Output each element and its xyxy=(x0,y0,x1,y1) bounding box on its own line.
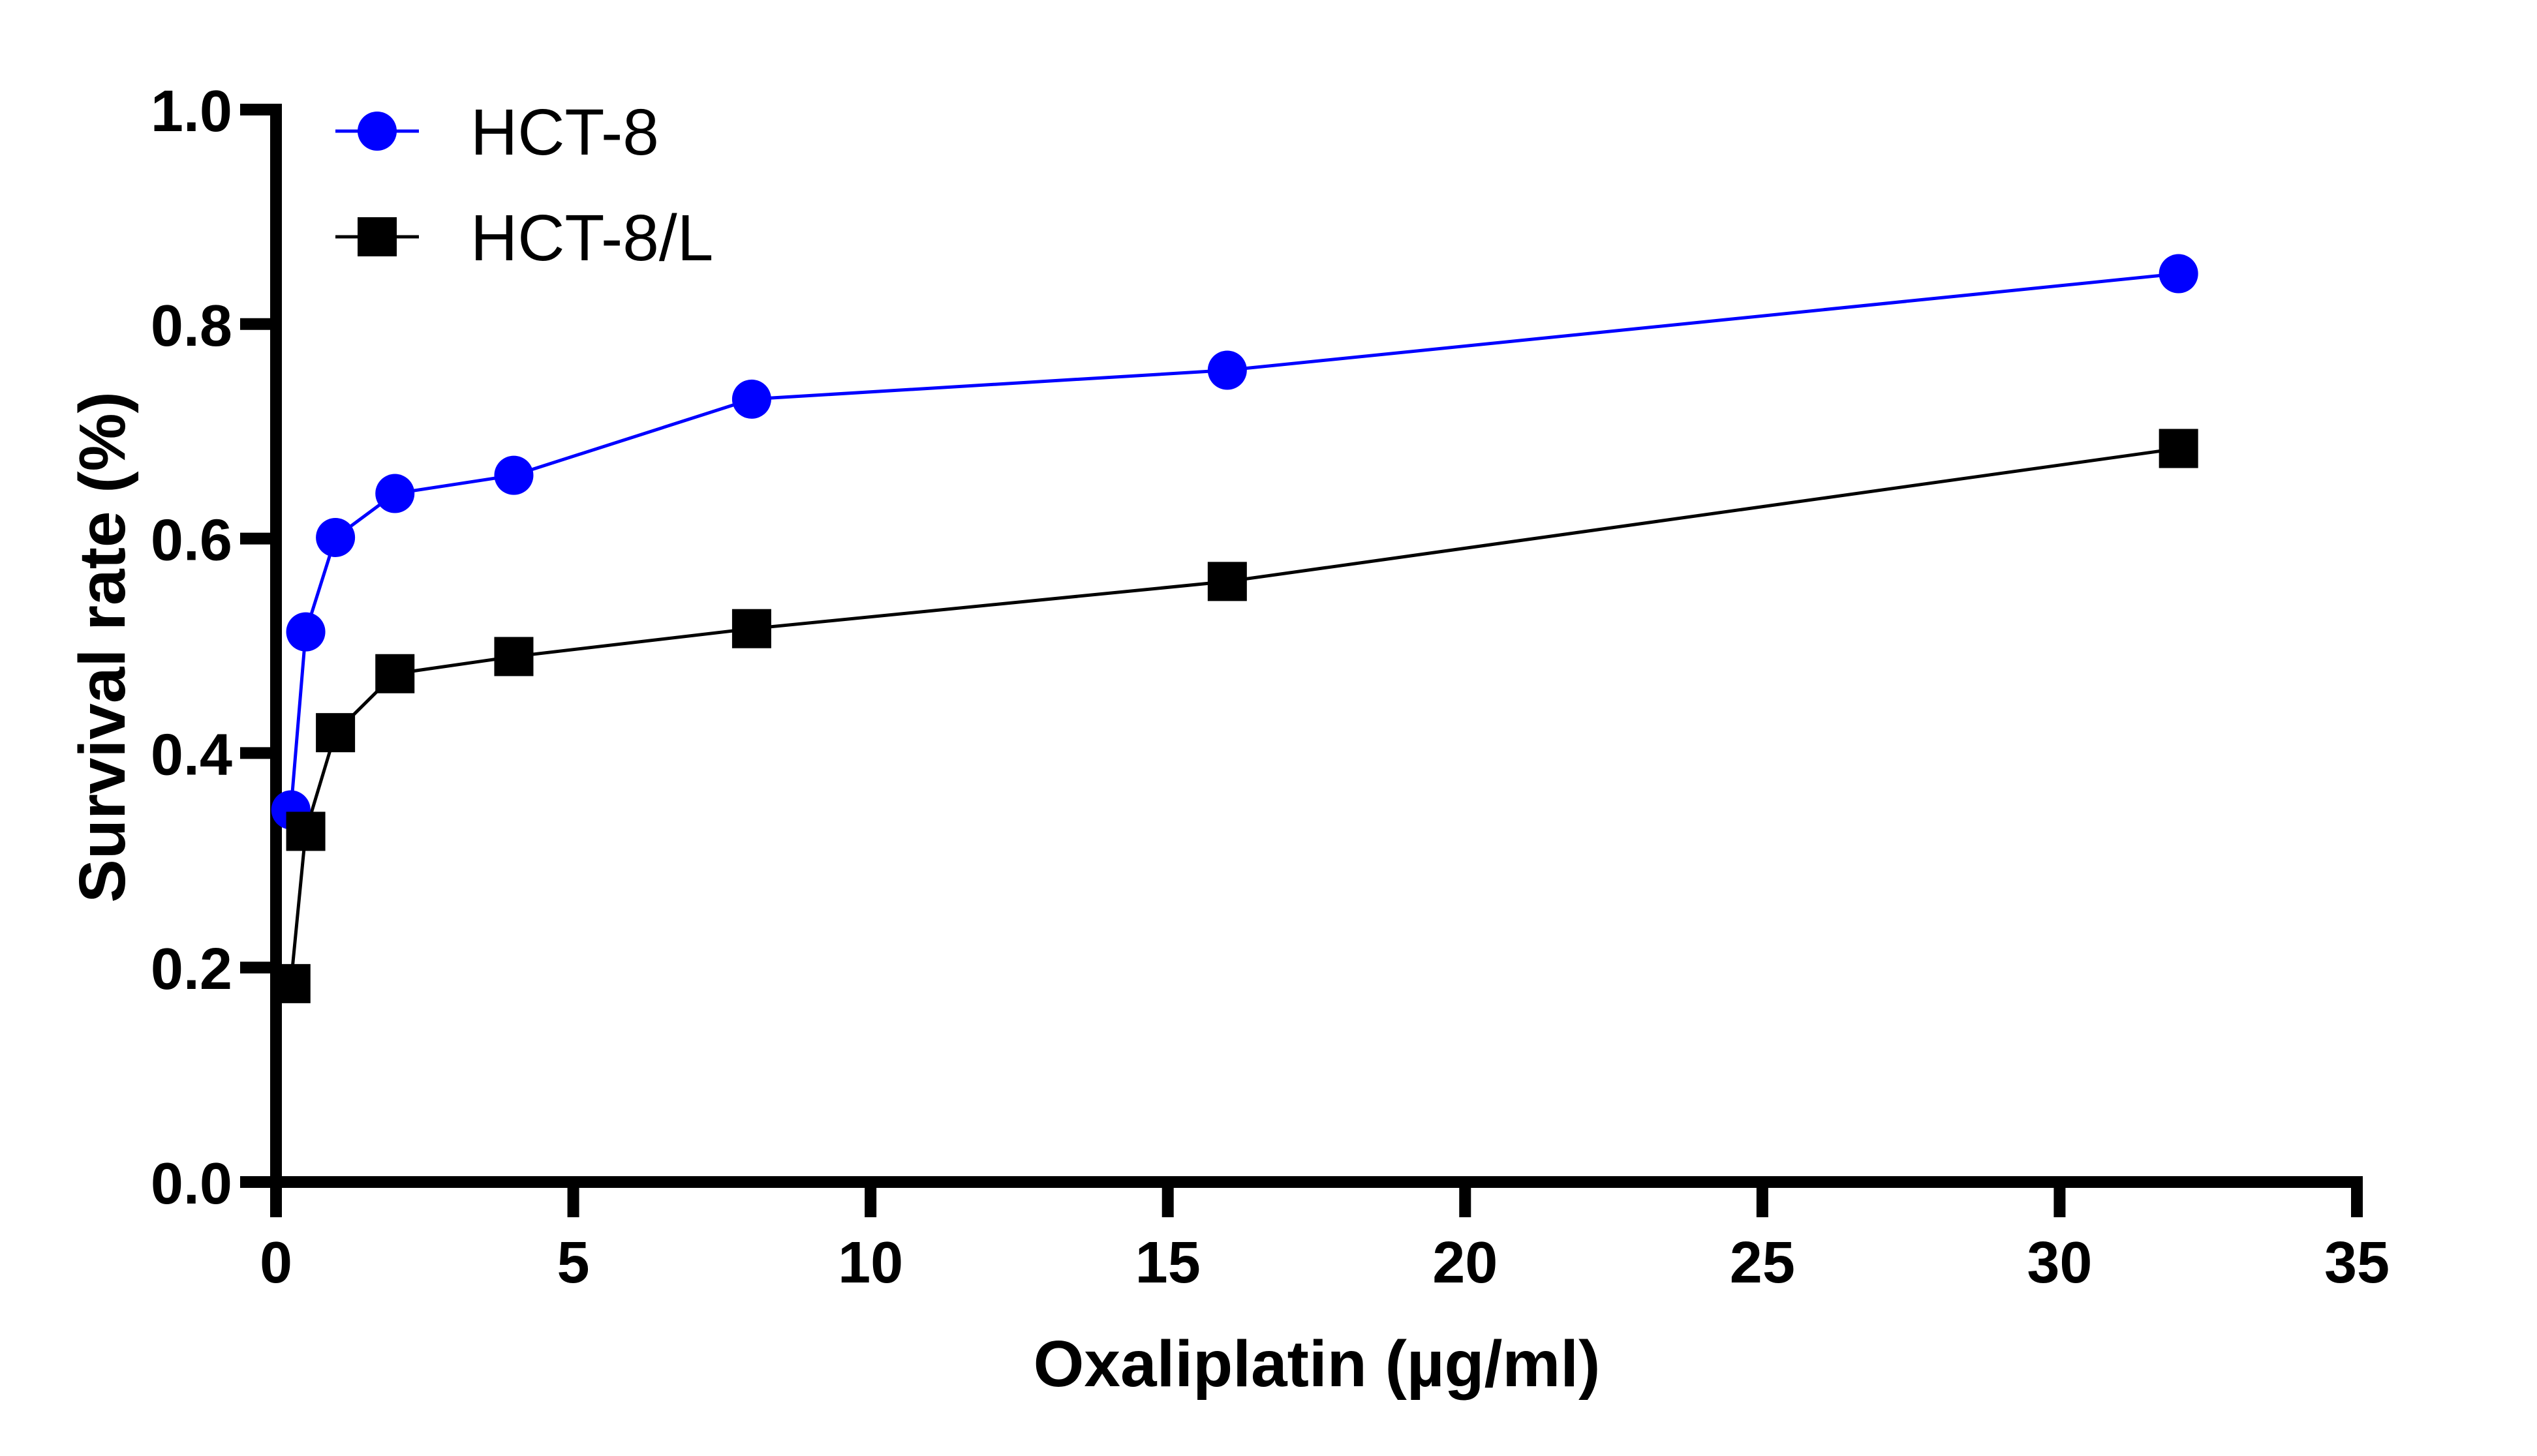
y-axis-title: Survival rate (%) xyxy=(66,391,139,903)
y-tick-label: 0.6 xyxy=(151,508,232,573)
x-tick-label: 5 xyxy=(557,1230,590,1296)
x-tick-label: 10 xyxy=(838,1230,903,1296)
data-point-hct-8-l xyxy=(731,609,771,648)
legend: HCT-8 HCT-8/L xyxy=(335,96,713,275)
x-axis-title: Oxaliplatin (µg/ml) xyxy=(1034,1327,1601,1401)
legend-label: HCT-8/L xyxy=(470,202,713,275)
y-tick-label: 0.4 xyxy=(151,722,232,787)
data-point-hct-8 xyxy=(316,517,356,557)
data-point-hct-8 xyxy=(375,474,415,513)
y-tick-label: 0.8 xyxy=(151,294,232,359)
data-point-hct-8-l xyxy=(494,637,534,676)
data-point-hct-8 xyxy=(731,379,771,419)
data-point-hct-8-l xyxy=(271,963,311,1003)
x-tick-label: 25 xyxy=(1730,1230,1795,1296)
axes: 0 5 10 15 20 25 30 35 0.0 0.2 0.4 0.6 0.8 1.0 xyxy=(151,79,2390,1296)
legend-item-hct-8-l: HCT-8/L xyxy=(335,202,713,275)
series-line-hct-8-l xyxy=(289,447,2179,984)
y-tick-label: 0.2 xyxy=(151,937,232,1002)
data-point-hct-8 xyxy=(1207,350,1247,390)
data-point-hct-8-l xyxy=(286,811,326,851)
legend-square-icon xyxy=(358,217,397,256)
data-point-hct-8 xyxy=(2159,254,2198,294)
x-tick-label: 30 xyxy=(2027,1230,2092,1296)
data-point-hct-8 xyxy=(286,612,326,652)
data-point-hct-8-l xyxy=(1207,562,1247,601)
series-markers-hct-8 xyxy=(271,254,2198,830)
y-tick-label: 1.0 xyxy=(151,79,232,144)
x-tick-label: 35 xyxy=(2324,1230,2390,1296)
x-tick-label: 0 xyxy=(260,1230,292,1296)
data-point-hct-8 xyxy=(494,455,534,495)
data-point-hct-8-l xyxy=(316,713,356,753)
marker-layer xyxy=(271,254,2198,1003)
x-ticks: 0 5 10 15 20 25 30 35 xyxy=(260,1182,2390,1296)
legend-item-hct-8: HCT-8 xyxy=(335,96,659,169)
x-tick-label: 20 xyxy=(1432,1230,1498,1296)
legend-label: HCT-8 xyxy=(470,96,659,169)
y-tick-label: 0.0 xyxy=(151,1151,232,1217)
series-markers-hct-8-l xyxy=(271,429,2198,1003)
y-ticks: 0.0 0.2 0.4 0.6 0.8 1.0 xyxy=(151,79,276,1217)
x-tick-label: 15 xyxy=(1135,1230,1201,1296)
data-point-hct-8-l xyxy=(375,654,415,693)
legend-circle-icon xyxy=(358,112,397,151)
data-point-hct-8-l xyxy=(2159,429,2198,468)
